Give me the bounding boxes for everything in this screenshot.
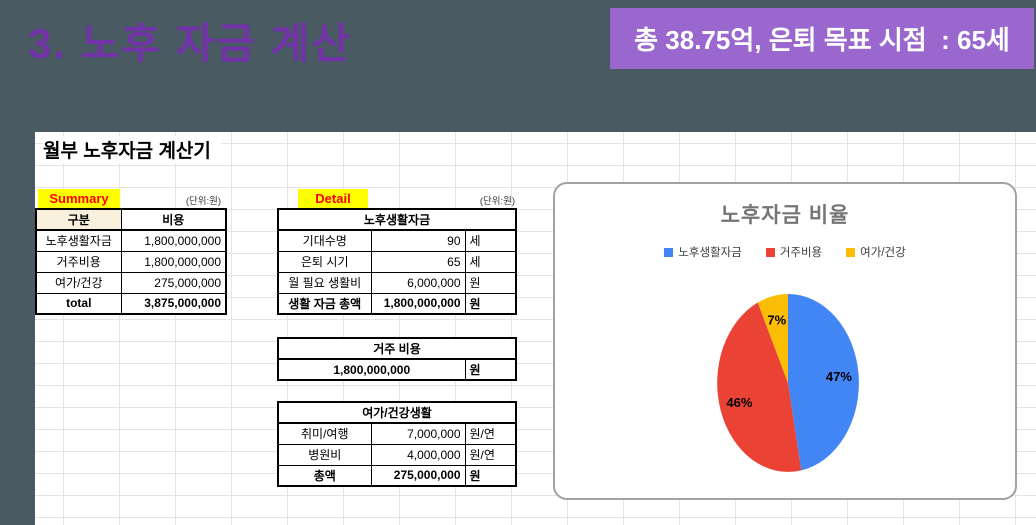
cell-value: 4,000,000 <box>370 443 466 466</box>
table-title: 노후생활자금 <box>277 208 517 231</box>
cell-value: 1,800,000,000 <box>120 229 227 252</box>
cell-unit: 세 <box>464 229 517 252</box>
cell-unit: 원 <box>464 292 517 315</box>
pie-slice <box>788 294 859 471</box>
cell-label: 병원비 <box>277 443 372 466</box>
table-row: 노후생활자금 1,800,000,000 <box>35 229 227 252</box>
cell-value: 7,000,000 <box>370 422 466 445</box>
cell-value: 6,000,000 <box>370 271 466 294</box>
cell-value: 275,000,000 <box>120 271 227 294</box>
detail-table-housing-cost: 거주 비용 1,800,000,000 원 <box>277 337 518 381</box>
table-row: 총액 275,000,000 원 <box>277 464 517 487</box>
cell-value: 3,875,000,000 <box>120 292 227 315</box>
legend-label: 거주비용 <box>779 247 823 259</box>
cell-label: total <box>35 292 122 315</box>
pie-chart: 47% 46% 7% <box>717 294 859 472</box>
cell-label: 거주비용 <box>35 250 122 273</box>
chart-title: 노후자금 비율 <box>720 204 850 227</box>
cell-label: 여가/건강 <box>35 271 122 294</box>
legend-item: 여가/건강 <box>846 244 906 260</box>
summary-table: 구분 비용 노후생활자금 1,800,000,000 거주비용 1,800,000,0… <box>35 208 227 315</box>
cell-label: 월 필요 생활비 <box>277 271 372 294</box>
cell-value: 1,800,000,000 <box>370 292 466 315</box>
summary-unit-note: (단위:원) <box>185 196 221 207</box>
table-row: 생활 자금 총액 1,800,000,000 원 <box>277 292 517 315</box>
pie-slice-label: 47% <box>826 369 852 384</box>
cell-label: 총액 <box>277 464 372 487</box>
cell-label: 취미/여행 <box>277 422 372 445</box>
table-row: 여가/건강 275,000,000 <box>35 271 227 294</box>
spreadsheet: 월부 노후자금 계산기 Summary (단위:원) 구분 비용 노후생활자금 1… <box>35 132 1036 525</box>
cell-unit: 원/연 <box>464 422 517 445</box>
table-row: 1,800,000,000 원 <box>277 358 517 381</box>
table-row: total 3,875,000,000 <box>35 292 227 315</box>
table-title: 거주 비용 <box>277 337 517 360</box>
column-header-gubun: 구분 <box>35 208 122 231</box>
legend-item: 거주비용 <box>765 244 823 260</box>
legend-item: 노후생활자금 <box>664 244 742 260</box>
cell-value: 65 <box>370 250 466 273</box>
detail-unit-note: (단위:원) <box>479 196 515 207</box>
pie-slice <box>757 294 788 383</box>
cell-unit: 원 <box>464 464 517 487</box>
legend-swatch-icon <box>664 247 674 257</box>
table-header-row: 구분 비용 <box>35 208 227 231</box>
cell-unit: 원/연 <box>464 443 517 466</box>
legend-swatch-icon <box>846 247 856 257</box>
sheet-title: 월부 노후자금 계산기 <box>43 136 221 163</box>
table-header-row: 노후생활자금 <box>277 208 517 231</box>
table-title: 여가/건강생활 <box>277 401 517 424</box>
page-title: 3. 노후 자금 계산 <box>28 20 352 67</box>
cell-label: 은퇴 시기 <box>277 250 372 273</box>
cell-label: 노후생활자금 <box>35 229 122 252</box>
pie-slice-label: 46% <box>726 395 752 410</box>
cell-label: 기대수명 <box>277 229 372 252</box>
chart-legend: 노후생활자금 거주비용 여가/건강 <box>555 244 1015 260</box>
legend-label: 여가/건강 <box>860 247 906 259</box>
summary-badge: 총 38.75억, 은퇴 목표 시점 : 65세 <box>610 8 1034 69</box>
pie-slice <box>717 302 802 472</box>
table-header-row: 거주 비용 <box>277 337 517 360</box>
cell-value: 275,000,000 <box>370 464 466 487</box>
detail-table-leisure-health: 여가/건강생활 취미/여행 7,000,000 원/연 병원비 4,000,000 원/연… <box>277 401 518 487</box>
cell-unit: 세 <box>464 250 517 273</box>
legend-swatch-icon <box>765 247 775 257</box>
table-row: 은퇴 시기 65 세 <box>277 250 517 273</box>
cell-label: 생활 자금 총액 <box>277 292 372 315</box>
table-row: 월 필요 생활비 6,000,000 원 <box>277 271 517 294</box>
legend-label: 노후생활자금 <box>678 247 742 259</box>
column-header-cost: 비용 <box>120 208 227 231</box>
pie-chart-card: 노후자금 비율 노후생활자금 거주비용 여가/건강 47% 46% 7% <box>553 182 1017 500</box>
summary-section-label: Summary <box>38 189 120 208</box>
pie-slice-label: 7% <box>767 313 786 328</box>
cell-unit: 원 <box>464 271 517 294</box>
detail-table-living-funds: 노후생활자금 기대수명 90 세 은퇴 시기 65 세 월 필요 생활비 6,000,000 원… <box>277 208 518 315</box>
table-row: 거주비용 1,800,000,000 <box>35 250 227 273</box>
cell-unit: 원 <box>464 358 517 381</box>
table-row: 취미/여행 7,000,000 원/연 <box>277 422 517 445</box>
table-header-row: 여가/건강생활 <box>277 401 517 424</box>
detail-section-label: Detail <box>298 189 368 208</box>
cell-value: 1,800,000,000 <box>120 250 227 273</box>
cell-value: 90 <box>370 229 466 252</box>
table-row: 병원비 4,000,000 원/연 <box>277 443 517 466</box>
cell-value: 1,800,000,000 <box>277 358 466 381</box>
table-row: 기대수명 90 세 <box>277 229 517 252</box>
